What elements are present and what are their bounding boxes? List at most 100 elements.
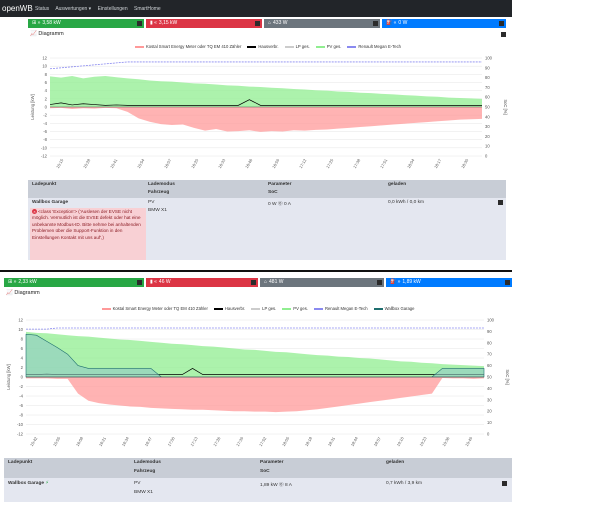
error-icon: × bbox=[32, 209, 37, 214]
x-tick-label: 16:46 bbox=[244, 157, 254, 169]
series-area bbox=[26, 331, 484, 377]
x-tick-label: 18:57 bbox=[372, 435, 382, 447]
vehicle-name: BMW X1 bbox=[134, 490, 153, 495]
charge-mode[interactable]: PV bbox=[134, 481, 141, 486]
legend-item[interactable]: Wallbox Garage bbox=[373, 306, 414, 311]
x-tick-label: 17:26 bbox=[212, 435, 222, 447]
series-area bbox=[50, 75, 482, 107]
col-fahrzeug: Fahrzeug bbox=[134, 469, 156, 474]
col-soc: SoC bbox=[260, 469, 270, 474]
collapse-icon[interactable] bbox=[501, 32, 506, 37]
grid-icon: ⊞ » bbox=[32, 20, 41, 26]
col-geladen: geladen bbox=[388, 182, 407, 187]
x-tick-label: 15:41 bbox=[109, 157, 119, 169]
chargepoint-name[interactable]: Wallbox Garage ⚡ bbox=[8, 481, 49, 486]
house-status-bar[interactable]: ⌂ 433 W bbox=[264, 19, 380, 28]
charge-parameter: 1,89 kW ⓪ 8 A bbox=[260, 483, 292, 488]
legend-item[interactable]: LP ges. bbox=[284, 44, 310, 49]
ev-status-bar[interactable]: ⛽ «0 W bbox=[382, 19, 506, 28]
nav-item-status[interactable]: Status bbox=[35, 6, 50, 12]
y-tick-label: -4 bbox=[19, 394, 23, 399]
y2-axis-label: SoC [%] bbox=[505, 369, 510, 384]
x-tick-label: 18:31 bbox=[327, 435, 337, 447]
ev-power: 1,89 kW bbox=[402, 279, 421, 285]
x-tick-label: 18:17 bbox=[433, 157, 443, 169]
y2-tick-label: 100 bbox=[485, 56, 493, 61]
legend-item[interactable]: Hausverbr. bbox=[247, 44, 279, 49]
y2-tick-label: 10 bbox=[485, 144, 490, 149]
y2-tick-label: 70 bbox=[487, 352, 492, 357]
y2-tick-label: 80 bbox=[487, 340, 492, 345]
toggle-icon bbox=[373, 21, 378, 26]
x-tick-label: 15:54 bbox=[136, 157, 146, 169]
y-tick-label: 12 bbox=[18, 318, 23, 323]
col-parameter: Parameter bbox=[268, 182, 292, 187]
y2-tick-label: 60 bbox=[487, 363, 492, 368]
nav-item-auswertungen[interactable]: Auswertungen ▾ bbox=[55, 6, 92, 12]
x-tick-label: 16:59 bbox=[271, 157, 281, 169]
y-tick-label: -2 bbox=[43, 113, 47, 118]
brand-logo[interactable]: openWB bbox=[2, 4, 33, 13]
y2-tick-label: 50 bbox=[487, 375, 492, 380]
x-tick-label: 17:13 bbox=[189, 435, 199, 447]
house-status-bar[interactable]: ⌂ 481 W bbox=[260, 278, 384, 287]
x-tick-label: 17:00 bbox=[166, 435, 176, 447]
chart-legend: Kostal Smart Energy Meter oder TQ EM 410… bbox=[6, 306, 510, 311]
legend-item[interactable]: PV ges. bbox=[282, 306, 308, 311]
x-tick-label: 17:52 bbox=[258, 435, 268, 447]
y-tick-label: 4 bbox=[45, 88, 48, 93]
battery-status-bar[interactable]: ▮ «3,15 kW bbox=[146, 19, 262, 28]
x-tick-label: 19:49 bbox=[464, 435, 474, 447]
nav-item-smarthome[interactable]: SmartHome bbox=[134, 6, 161, 12]
x-tick-label: 18:44 bbox=[350, 435, 360, 447]
grid-status-bar[interactable]: ⊞ » 2,33 kW bbox=[4, 278, 144, 287]
settings-icon[interactable] bbox=[498, 200, 503, 205]
charged-amount: 0,0 kWh / 0,0 km bbox=[388, 200, 424, 205]
battery-icon: ▮ « bbox=[150, 20, 157, 26]
y2-tick-label: 70 bbox=[485, 85, 490, 90]
legend-item[interactable]: Hausverbr. bbox=[213, 306, 245, 311]
series-soc-line bbox=[26, 327, 484, 330]
grid-status-bar[interactable]: ⊞ » 3,58 kW bbox=[28, 19, 144, 28]
col-soc: SoC bbox=[268, 190, 278, 195]
col-geladen: geladen bbox=[386, 460, 405, 465]
battery-status-bar[interactable]: ▮ «46 W bbox=[146, 278, 258, 287]
toggle-icon bbox=[255, 21, 260, 26]
toggle-icon bbox=[377, 280, 382, 285]
battery-power: 3,15 kW bbox=[158, 20, 178, 26]
panel-top: ⊞ » 3,58 kW ▮ «3,15 kW ⌂ 433 W ⛽ «0 W 📈 Di… bbox=[28, 19, 508, 260]
legend-item[interactable]: Kostal Smart Energy Meter oder TQ EM 410… bbox=[135, 44, 241, 49]
settings-icon[interactable] bbox=[502, 481, 507, 486]
error-message: × <class 'Exception'> ('Auslesen der EVSE… bbox=[30, 208, 146, 260]
toggle-icon bbox=[137, 21, 142, 26]
y-tick-label: 0 bbox=[45, 105, 48, 110]
y-tick-label: -2 bbox=[19, 384, 23, 389]
legend-item[interactable]: Kostal Smart Energy Meter oder TQ EM 410… bbox=[101, 306, 208, 311]
chargepoint-name[interactable]: Wallbox Garage bbox=[32, 200, 69, 205]
x-tick-label: 15:15 bbox=[55, 157, 65, 169]
y-tick-label: -4 bbox=[43, 121, 47, 126]
diagram-header[interactable]: 📈 Diagramm bbox=[6, 290, 510, 298]
legend-item[interactable]: LP ges. bbox=[251, 306, 276, 311]
y2-tick-label: 10 bbox=[487, 420, 492, 425]
col-lademodus: Lademodus bbox=[134, 460, 161, 465]
y-tick-label: -6 bbox=[43, 129, 47, 134]
legend-item[interactable]: PV ges. bbox=[315, 44, 341, 49]
diagram-header[interactable]: 📈 Diagramm bbox=[30, 31, 506, 39]
y-tick-label: 6 bbox=[45, 80, 48, 85]
nav-item-einstellungen[interactable]: Einstellungen bbox=[97, 6, 128, 12]
y-tick-label: 10 bbox=[42, 64, 47, 69]
legend-item[interactable]: Renault Megan E-Tech bbox=[347, 44, 401, 49]
col-ladepunkt: Ladepunkt bbox=[8, 460, 33, 465]
x-tick-label: 16:07 bbox=[163, 157, 173, 169]
x-tick-label: 15:28 bbox=[82, 157, 92, 169]
ev-plug-icon: ⛽ « bbox=[386, 20, 397, 26]
y-tick-label: -12 bbox=[17, 432, 24, 437]
grid-power: 3,58 kW bbox=[42, 20, 61, 26]
charged-amount: 0,7 kWh / 3,9 km bbox=[386, 481, 422, 486]
y2-tick-label: 40 bbox=[487, 386, 492, 391]
navbar: openWB Status Auswertungen ▾ Einstellung… bbox=[0, 0, 512, 17]
ev-status-bar[interactable]: ⛽ » 1,89 kW bbox=[386, 278, 512, 287]
charge-mode[interactable]: PV bbox=[148, 200, 155, 205]
legend-item[interactable]: Renault Megan E-Tech bbox=[313, 306, 368, 311]
